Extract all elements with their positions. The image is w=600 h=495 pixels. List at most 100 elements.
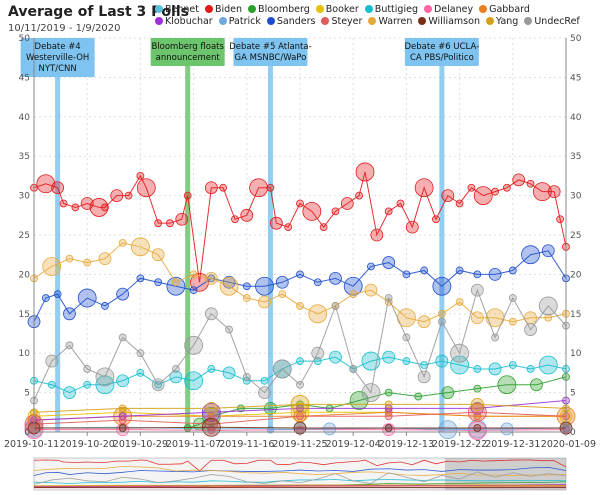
data-point xyxy=(382,423,396,437)
legend-item-delaney[interactable]: Delaney xyxy=(423,4,474,16)
data-point xyxy=(184,335,204,355)
data-point xyxy=(242,294,251,302)
data-point xyxy=(491,333,499,342)
data-point xyxy=(455,298,464,306)
y-tick-label-left: 45 xyxy=(19,73,30,83)
navigator-frame xyxy=(33,457,567,491)
navigator-selection xyxy=(445,458,566,490)
event-label-box xyxy=(20,38,95,77)
y-tick-label-left: 35 xyxy=(19,152,30,162)
data-point xyxy=(193,417,206,431)
data-point xyxy=(384,400,393,409)
legend-item-undecref[interactable]: UndecRef xyxy=(524,16,580,28)
data-point xyxy=(293,421,307,435)
data-point xyxy=(370,228,384,242)
legend-label: Yang xyxy=(495,16,519,27)
data-point xyxy=(420,361,429,369)
legend-item-biden[interactable]: Biden xyxy=(204,4,243,16)
series-gabbard xyxy=(27,406,576,427)
legend-item-yang[interactable]: Yang xyxy=(485,16,519,28)
data-point xyxy=(242,372,251,381)
data-point xyxy=(118,424,127,432)
data-point xyxy=(236,404,245,413)
data-point xyxy=(470,401,484,415)
legend-label: Booker xyxy=(325,4,359,15)
event-label-box xyxy=(150,38,225,66)
data-point xyxy=(30,183,38,192)
data-point xyxy=(562,412,570,421)
data-point xyxy=(438,420,458,440)
chart-title: Average of Last 3 Polls xyxy=(8,4,189,20)
legend-item-warren[interactable]: Warren xyxy=(368,16,412,28)
data-point xyxy=(42,257,62,276)
legend-item-steyer[interactable]: Steyer xyxy=(321,16,362,28)
data-point xyxy=(95,367,115,387)
data-point xyxy=(98,252,112,266)
legend-item-williamson[interactable]: Williamson xyxy=(418,16,480,28)
data-point xyxy=(171,278,180,287)
legend-label: Biden xyxy=(214,4,243,15)
data-point xyxy=(343,276,363,296)
navigator-series xyxy=(33,471,567,485)
legend-swatch xyxy=(423,5,432,13)
data-point xyxy=(30,416,38,425)
data-point xyxy=(30,408,38,417)
navigator-series xyxy=(33,485,566,488)
legend-item-gabbard[interactable]: Gabbard xyxy=(479,4,530,16)
legend-item-buttigieg[interactable]: Buttigieg xyxy=(364,4,418,16)
data-point xyxy=(319,223,328,232)
data-point xyxy=(207,274,216,283)
navigator-series xyxy=(33,484,567,487)
data-point xyxy=(508,361,517,369)
data-point xyxy=(562,424,570,432)
data-point xyxy=(169,370,183,384)
data-point xyxy=(467,421,487,440)
data-point xyxy=(136,171,145,180)
data-point xyxy=(296,412,304,421)
legend-item-booker[interactable]: Booker xyxy=(315,4,359,16)
series-line xyxy=(33,288,567,401)
series-patrick xyxy=(266,420,570,440)
legend[interactable]: Bennet Biden Bloomberg Booker Buttigieg Delan… xyxy=(155,4,595,28)
data-point xyxy=(27,421,41,435)
data-point xyxy=(151,248,165,262)
data-point xyxy=(308,304,328,324)
data-point xyxy=(296,404,304,413)
data-point xyxy=(355,162,375,182)
data-point xyxy=(258,386,271,400)
navigator-series xyxy=(33,479,567,484)
legend-item-patrick[interactable]: Patrick xyxy=(218,16,261,28)
data-point xyxy=(441,386,455,400)
legend-item-bennet[interactable]: Bennet xyxy=(155,4,199,16)
series-klobuchar xyxy=(30,396,570,425)
event-label-text: Debate #5 Atlanta- xyxy=(229,42,311,52)
data-point xyxy=(207,424,216,433)
data-point xyxy=(526,179,535,188)
data-point xyxy=(207,426,216,435)
legend-label: Delaney xyxy=(433,4,474,15)
legend-swatch xyxy=(248,5,257,13)
data-point xyxy=(541,244,555,258)
data-point xyxy=(323,422,336,436)
data-point xyxy=(207,412,216,421)
legend-item-klobuchar[interactable]: Klobuchar xyxy=(155,16,213,28)
legend-item-bloomberg[interactable]: Bloomberg xyxy=(248,4,310,16)
data-point xyxy=(296,380,304,389)
y-tick-label-right: 15 xyxy=(570,310,581,320)
data-point xyxy=(349,391,369,410)
data-point xyxy=(538,296,558,316)
data-point xyxy=(562,321,570,330)
data-point xyxy=(473,270,482,279)
data-point xyxy=(36,174,56,194)
series-bloomberg xyxy=(183,372,570,432)
data-point xyxy=(65,341,74,350)
x-tick-label: 2019-12-31 xyxy=(485,439,540,450)
data-point xyxy=(249,178,269,198)
data-point xyxy=(414,392,423,401)
data-point xyxy=(222,275,236,289)
legend-item-sanders[interactable]: Sanders xyxy=(266,16,315,28)
data-point xyxy=(455,199,464,208)
data-point xyxy=(562,365,570,373)
grid xyxy=(33,37,567,433)
